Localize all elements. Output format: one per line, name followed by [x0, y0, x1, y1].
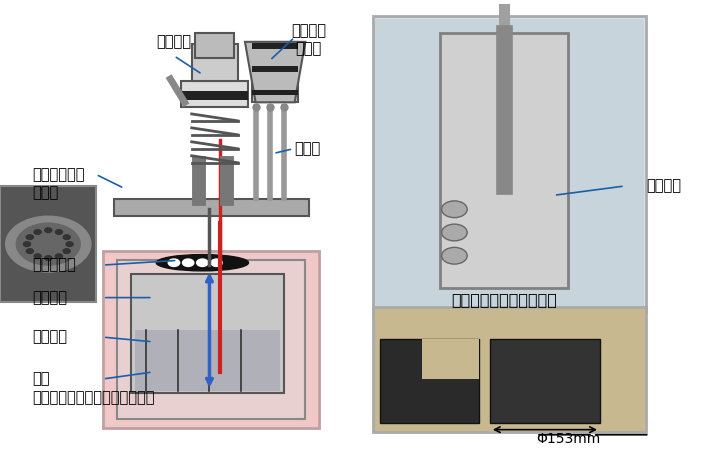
- Text: Φ153mm: Φ153mm: [536, 432, 600, 446]
- Circle shape: [442, 247, 467, 264]
- FancyBboxPatch shape: [103, 251, 320, 428]
- Text: マッシャー型: マッシャー型: [32, 167, 84, 182]
- Ellipse shape: [156, 255, 248, 271]
- Text: タンク: タンク: [296, 41, 322, 56]
- FancyBboxPatch shape: [490, 339, 600, 423]
- Circle shape: [34, 230, 41, 234]
- Circle shape: [23, 242, 31, 246]
- Circle shape: [26, 235, 33, 239]
- FancyBboxPatch shape: [0, 186, 96, 302]
- Text: ヒーター: ヒーター: [32, 330, 67, 345]
- Circle shape: [442, 224, 467, 241]
- Text: 反応容器: 反応容器: [647, 179, 682, 193]
- Text: 上下に攪拌: 上下に攪拌: [32, 258, 76, 272]
- Circle shape: [197, 259, 208, 266]
- Text: 反応容器: 反応容器: [32, 290, 67, 305]
- Circle shape: [55, 254, 62, 259]
- Circle shape: [16, 223, 80, 265]
- FancyBboxPatch shape: [181, 81, 248, 107]
- Text: 合成したリチウム鉛合金: 合成したリチウム鉛合金: [451, 292, 557, 307]
- FancyBboxPatch shape: [252, 42, 298, 102]
- FancyBboxPatch shape: [135, 330, 280, 391]
- Circle shape: [45, 228, 52, 232]
- Circle shape: [211, 259, 222, 266]
- Text: 熱電対: 熱電対: [295, 141, 321, 156]
- FancyBboxPatch shape: [252, 66, 298, 72]
- FancyBboxPatch shape: [114, 199, 309, 216]
- Circle shape: [34, 254, 41, 259]
- Circle shape: [63, 235, 70, 239]
- Circle shape: [442, 201, 467, 218]
- FancyBboxPatch shape: [380, 339, 479, 423]
- Text: 撹拌器: 撹拌器: [32, 186, 58, 200]
- FancyBboxPatch shape: [252, 90, 298, 95]
- Circle shape: [66, 242, 73, 246]
- FancyBboxPatch shape: [373, 307, 646, 432]
- FancyBboxPatch shape: [373, 16, 646, 312]
- FancyBboxPatch shape: [195, 33, 234, 58]
- Circle shape: [26, 249, 33, 253]
- Circle shape: [168, 259, 180, 266]
- FancyBboxPatch shape: [252, 43, 298, 49]
- FancyBboxPatch shape: [181, 91, 248, 100]
- Polygon shape: [245, 42, 305, 102]
- FancyBboxPatch shape: [131, 274, 284, 393]
- FancyBboxPatch shape: [375, 19, 644, 309]
- FancyBboxPatch shape: [440, 33, 568, 288]
- FancyBboxPatch shape: [192, 44, 238, 81]
- Text: モーター: モーター: [156, 34, 192, 49]
- Text: 原料: 原料: [32, 372, 50, 386]
- Circle shape: [45, 256, 52, 260]
- Circle shape: [55, 230, 62, 234]
- Text: 原料供給: 原料供給: [291, 23, 327, 38]
- Circle shape: [63, 249, 70, 253]
- FancyBboxPatch shape: [117, 260, 305, 418]
- Circle shape: [182, 259, 194, 266]
- Circle shape: [6, 216, 91, 272]
- FancyBboxPatch shape: [422, 339, 479, 379]
- Text: （金属鉛と金属リチウムの粒）: （金属鉛と金属リチウムの粒）: [32, 390, 155, 405]
